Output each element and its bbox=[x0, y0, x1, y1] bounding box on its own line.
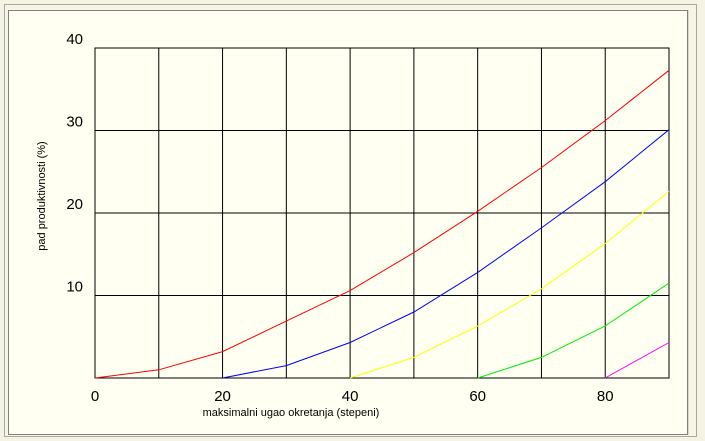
series-line-4 bbox=[477, 282, 670, 379]
grid bbox=[94, 47, 670, 379]
x-tick-label: 80 bbox=[597, 388, 614, 405]
x-tick-label: 60 bbox=[469, 388, 486, 405]
series-line-1 bbox=[94, 69, 670, 379]
series-line-5 bbox=[604, 342, 670, 379]
y-tick-label: 40 bbox=[66, 31, 83, 48]
chart-panel bbox=[8, 10, 688, 435]
y-tick-label: 30 bbox=[66, 114, 83, 131]
x-axis-label: maksimalni ugao okretanja (stepeni) bbox=[203, 407, 380, 419]
y-axis-label: pad produktivnosti (%) bbox=[36, 141, 48, 250]
y-tick-label: 10 bbox=[66, 279, 83, 296]
series-line-3 bbox=[349, 191, 670, 379]
series-lines bbox=[94, 69, 670, 379]
x-tick-label: 40 bbox=[342, 388, 359, 405]
series-line-2 bbox=[222, 129, 670, 379]
tick-labels: 0 20 40 60 80 10 20 30 40 bbox=[66, 31, 613, 405]
side-strip bbox=[688, 10, 694, 435]
x-tick-label: 20 bbox=[214, 388, 231, 405]
x-tick-label: 0 bbox=[91, 388, 99, 405]
y-tick-label: 20 bbox=[66, 196, 83, 213]
